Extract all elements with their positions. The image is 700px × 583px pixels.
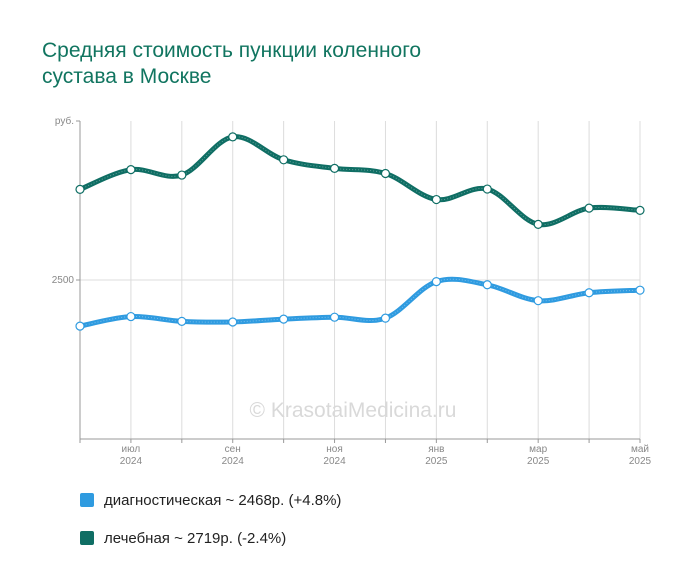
data-point-therapeutic — [482, 184, 492, 194]
data-point-diagnostic — [482, 280, 492, 290]
data-point-therapeutic — [431, 194, 441, 205]
legend-label-diagnostic: диагностическая ~ 2468р. (+4.8%) — [104, 491, 342, 509]
data-point-therapeutic — [228, 132, 238, 142]
data-point-therapeutic — [126, 165, 136, 175]
x-tick-label-month: май — [631, 444, 649, 455]
data-point-diagnostic — [584, 288, 594, 298]
data-point-diagnostic — [635, 285, 645, 295]
series-line-therapeutic — [77, 134, 643, 228]
x-tick-label-year: 2024 — [120, 456, 143, 467]
data-point-diagnostic — [329, 312, 340, 322]
data-point-diagnostic — [380, 313, 391, 323]
data-point-diagnostic — [279, 314, 289, 324]
chart-title-line-2: сустава в Москве — [42, 65, 212, 88]
data-point-therapeutic — [635, 205, 645, 215]
chart-legend: диагностическая ~ 2468р. (+4.8%) лечебна… — [80, 490, 341, 566]
legend-item-diagnostic[interactable]: диагностическая ~ 2468р. (+4.8%) — [80, 490, 341, 510]
x-tick-label-year: 2025 — [425, 456, 448, 467]
chart-axes: 2500руб.июл2024сен2024ноя2024янв2025мар2… — [52, 115, 652, 467]
x-tick-label-year: 2024 — [222, 456, 245, 467]
legend-item-therapeutic[interactable]: лечебная ~ 2719р. (-2.4%) — [80, 528, 341, 548]
data-point-therapeutic — [279, 155, 289, 165]
x-tick-label-month: янв — [428, 444, 444, 455]
data-point-diagnostic — [177, 316, 187, 326]
data-point-therapeutic — [177, 170, 187, 180]
x-tick-label-year: 2025 — [629, 456, 652, 467]
legend-swatch-diagnostic — [80, 493, 94, 507]
series-line-texture-therapeutic — [79, 136, 641, 226]
data-point-diagnostic — [75, 321, 85, 331]
y-tick-label: 2500 — [52, 275, 75, 286]
data-point-diagnostic — [431, 276, 441, 287]
data-point-diagnostic — [126, 311, 136, 322]
chart-title: Средняя стоимость пункции коленного суст… — [42, 38, 562, 90]
x-tick-label-month: июл — [122, 444, 141, 455]
data-point-diagnostic — [533, 296, 543, 306]
data-point-therapeutic — [584, 203, 594, 213]
x-tick-label-year: 2024 — [323, 456, 346, 467]
data-point-therapeutic — [380, 168, 391, 179]
data-point-therapeutic — [75, 184, 85, 194]
legend-swatch-therapeutic — [80, 531, 94, 545]
x-tick-label-month: ноя — [326, 444, 343, 455]
x-tick-label-year: 2025 — [527, 456, 550, 467]
chart-title-line-1: Средняя стоимость пункции коленного — [42, 39, 422, 62]
data-point-therapeutic — [533, 219, 543, 229]
x-tick-label-month: мар — [529, 444, 547, 455]
watermark-text: © KrasotaiMedicina.ru — [250, 399, 457, 422]
series-line-diagnostic — [77, 276, 643, 329]
legend-label-therapeutic: лечебная ~ 2719р. (-2.4%) — [104, 529, 287, 547]
y-unit-label: руб. — [55, 115, 74, 127]
data-point-diagnostic — [228, 317, 238, 327]
data-point-therapeutic — [329, 163, 340, 173]
chart-series — [75, 132, 645, 331]
x-tick-label-month: сен — [225, 444, 241, 455]
